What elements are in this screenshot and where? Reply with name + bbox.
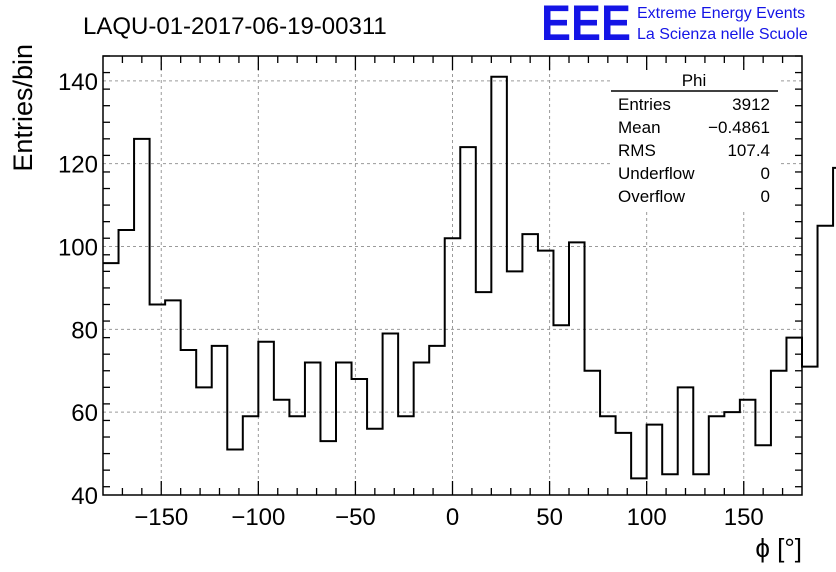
chart-title: LAQU-01-2017-06-19-00311 xyxy=(83,13,387,40)
stats-row-value: 0 xyxy=(761,164,770,183)
stats-title: Phi xyxy=(682,71,707,90)
x-tick-label: 150 xyxy=(724,504,764,531)
logo: EEE Extreme Energy Events La Scienza nel… xyxy=(541,0,808,51)
y-tick-label: 140 xyxy=(58,69,98,96)
stats-row-value: −0.4861 xyxy=(708,118,770,137)
stats-row-label: Underflow xyxy=(618,164,695,183)
logo-acronym: EEE xyxy=(541,0,631,51)
stats-row-value: 107.4 xyxy=(727,141,770,160)
y-tick-label: 40 xyxy=(71,483,98,510)
x-tick-label: 100 xyxy=(627,504,667,531)
stats-row-value: 3912 xyxy=(732,95,770,114)
x-tick-label: 0 xyxy=(446,504,459,531)
logo-line-2: La Scienza nelle Scuole xyxy=(637,26,808,43)
stats-row-label: Overflow xyxy=(618,187,686,206)
x-tick-label: −150 xyxy=(134,504,188,531)
axis-ticks xyxy=(103,55,802,495)
y-tick-label: 100 xyxy=(58,235,98,262)
y-tick-label: 60 xyxy=(71,400,98,427)
tick-labels: −150 −100 −50 0 50 100 150 40 60 80 100 120 140 xyxy=(58,69,764,531)
logo-line-1: Extreme Energy Events xyxy=(637,5,805,22)
stats-box: Phi Entries 3912 Mean −0.4861 RMS 107.4 Underf… xyxy=(610,70,780,210)
x-tick-label: −100 xyxy=(231,504,285,531)
x-tick-label: −50 xyxy=(335,504,376,531)
stats-row-label: Entries xyxy=(618,95,671,114)
y-tick-label: 80 xyxy=(71,317,98,344)
x-tick-label: 50 xyxy=(536,504,563,531)
stats-row-value: 0 xyxy=(761,187,770,206)
stats-row-label: RMS xyxy=(618,141,656,160)
y-tick-label: 120 xyxy=(58,152,98,179)
x-axis-label: ϕ [°] xyxy=(755,533,802,563)
histogram-line xyxy=(103,75,836,480)
stats-row-label: Mean xyxy=(618,118,661,137)
y-axis-label: Entries/bin xyxy=(8,44,38,172)
